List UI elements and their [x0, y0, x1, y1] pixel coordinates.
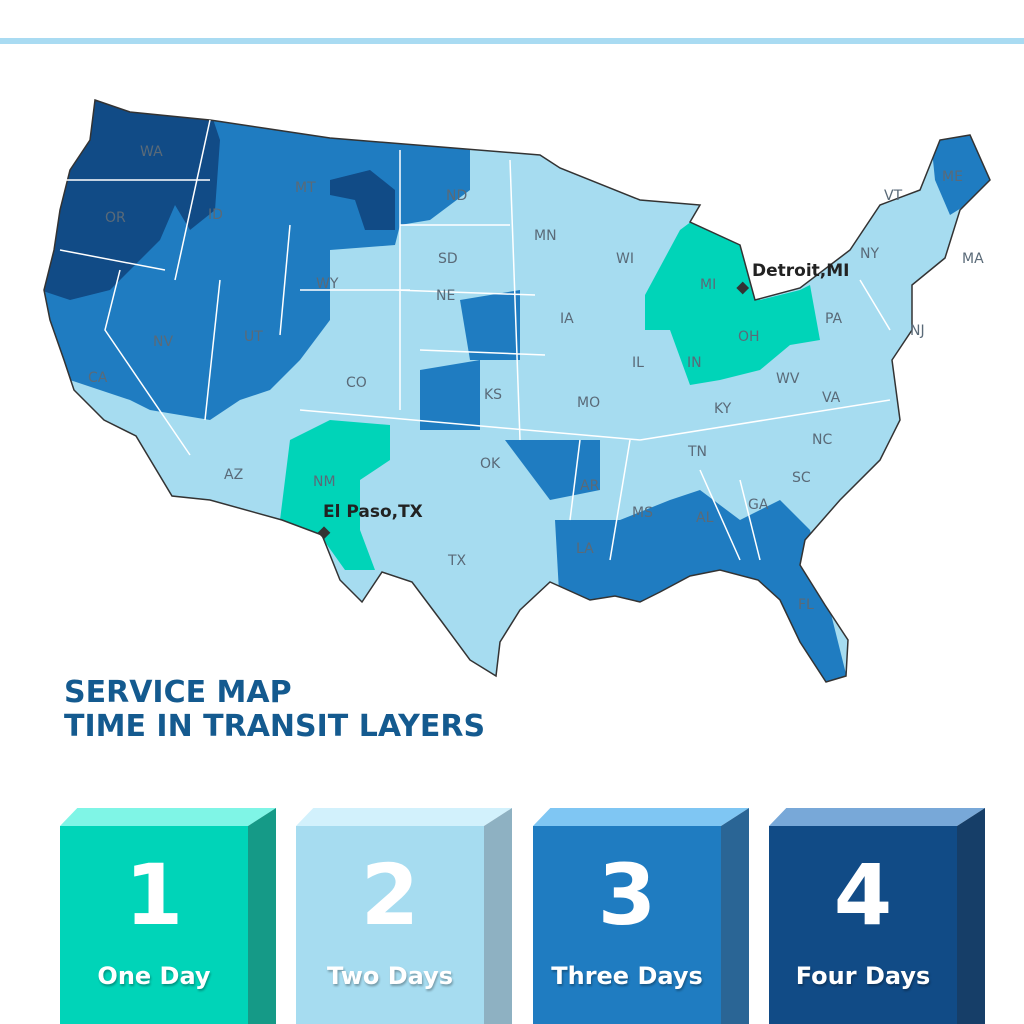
legend-label: Two Days	[326, 962, 454, 990]
state-label: WV	[776, 371, 800, 387]
legend-label: Three Days	[551, 962, 703, 990]
one-day-region-nm	[280, 420, 390, 570]
state-label: NJ	[910, 323, 925, 339]
state-label: KY	[714, 401, 732, 417]
state-label: ND	[446, 188, 467, 204]
page-title: SERVICE MAP TIME IN TRANSIT LAYERS	[64, 676, 485, 744]
map-regions	[44, 100, 990, 682]
state-label: FL	[798, 597, 814, 613]
state-label: IL	[632, 355, 644, 371]
legend-number: 2	[360, 846, 420, 944]
state-label: MA	[962, 251, 984, 267]
state-label: AR	[580, 478, 600, 494]
state-borders	[58, 119, 891, 561]
legend-three-days: 3 Three Days	[533, 808, 749, 1024]
state-label: WI	[616, 251, 634, 267]
state-label: ID	[208, 207, 223, 223]
legend-number: 4	[833, 846, 893, 944]
three-day-region-ks	[420, 360, 480, 430]
state-label: AL	[696, 510, 714, 526]
state-label: PA	[825, 311, 843, 327]
legend-number: 1	[124, 846, 184, 944]
state-label: NC	[812, 432, 832, 448]
state-label: WA	[140, 144, 163, 160]
three-day-region-ar	[505, 440, 600, 500]
state-label: OR	[105, 210, 126, 226]
state-label: LA	[576, 541, 594, 557]
state-label: NE	[436, 288, 455, 304]
state-label: IN	[687, 355, 702, 371]
one-day-region-midwest	[645, 200, 820, 385]
city-label: Detroit,MI	[752, 261, 849, 281]
state-label: SC	[792, 470, 811, 486]
state-label: VA	[822, 390, 841, 406]
state-label: TX	[447, 553, 467, 569]
state-label: MN	[534, 228, 557, 244]
state-label: CA	[88, 370, 108, 386]
state-label: GA	[748, 497, 769, 513]
state-label: NV	[153, 334, 173, 350]
city-el-paso: El Paso,TX	[317, 502, 423, 540]
state-label: OH	[738, 329, 760, 345]
four-day-region-mt	[330, 170, 395, 230]
city-detroit: Detroit,MI	[736, 261, 849, 295]
three-day-region-ne	[460, 290, 520, 360]
state-label: AZ	[224, 467, 243, 483]
us-service-map: WA OR CA ID NV MT WY UT AZ CO NM ND SD N…	[43, 99, 991, 683]
state-label: WY	[316, 276, 339, 292]
state-label: UT	[244, 329, 263, 345]
location-marker-icon	[317, 526, 331, 540]
title-line-2: TIME IN TRANSIT LAYERS	[64, 709, 486, 744]
state-label: MI	[700, 277, 716, 293]
legend-two-days: 2 Two Days	[296, 808, 512, 1024]
city-label: El Paso,TX	[323, 502, 423, 522]
legend-label: Four Days	[795, 962, 931, 990]
top-divider	[0, 38, 1024, 44]
legend-one-day: 1 One Day	[60, 808, 276, 1024]
state-label: IA	[560, 311, 574, 327]
state-label: SD	[438, 251, 458, 267]
title-line-1: SERVICE MAP	[64, 675, 292, 710]
location-marker-icon	[736, 281, 750, 295]
state-label: NY	[860, 246, 879, 262]
state-label: CO	[346, 375, 367, 391]
state-label: VT	[884, 188, 903, 204]
state-label: ME	[942, 169, 963, 185]
state-labels: WA OR CA ID NV MT WY UT AZ CO NM ND SD N…	[88, 144, 984, 613]
state-label: KS	[484, 387, 502, 403]
state-label: TN	[687, 444, 707, 460]
state-label: MS	[632, 505, 653, 521]
legend-four-days: 4 Four Days	[769, 808, 985, 1024]
legend-label: One Day	[97, 962, 211, 990]
legend-number: 3	[597, 846, 657, 944]
state-label: MO	[577, 395, 600, 411]
state-label: NM	[313, 474, 336, 490]
state-label: MT	[295, 180, 316, 196]
state-label: OK	[480, 456, 501, 472]
